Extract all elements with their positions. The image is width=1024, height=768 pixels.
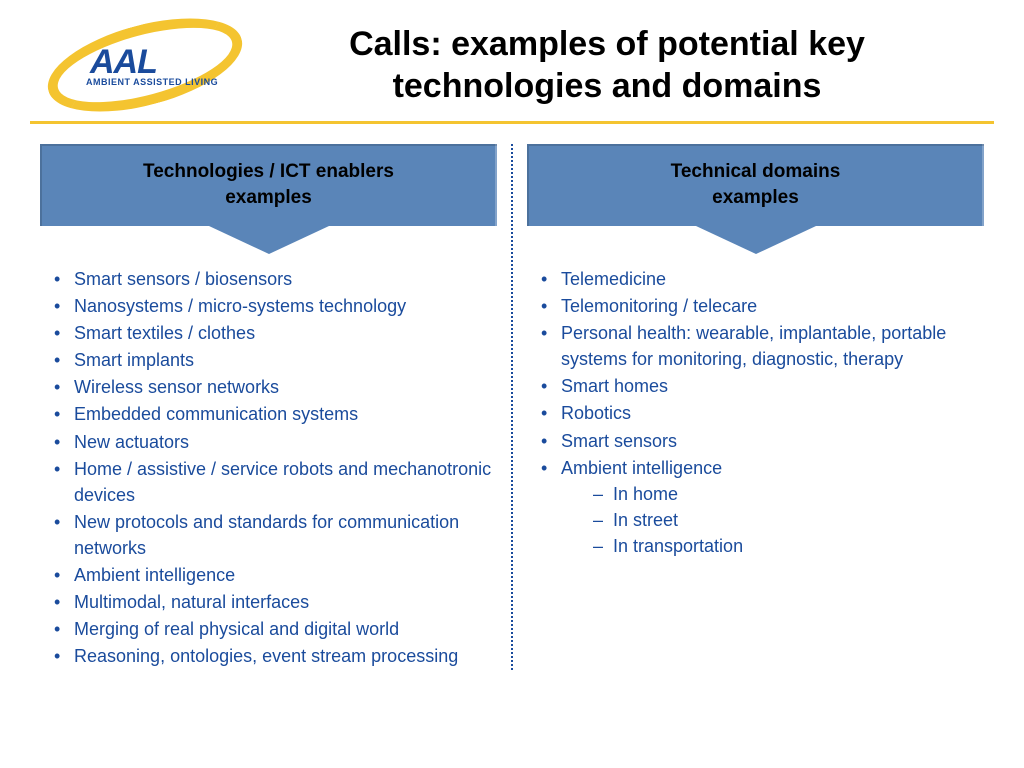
list-item: New actuators: [50, 429, 497, 455]
right-list: TelemedicineTelemonitoring / telecarePer…: [527, 266, 984, 559]
list-item: Smart sensors: [537, 428, 984, 454]
column-divider: [511, 144, 513, 670]
page-title: Calls: examples of potential key technol…: [260, 23, 984, 108]
list-item: Smart homes: [537, 373, 984, 399]
list-item: Telemonitoring / telecare: [537, 293, 984, 319]
list-item: Nanosystems / micro-systems technology: [50, 293, 497, 319]
left-banner: Technologies / ICT enablers examples: [40, 144, 497, 226]
list-item: Telemedicine: [537, 266, 984, 292]
sublist: In homeIn streetIn transportation: [561, 481, 984, 559]
list-item: In transportation: [591, 533, 984, 559]
list-item: Ambient intelligence: [50, 562, 497, 588]
columns: Technologies / ICT enablers examples Sma…: [0, 144, 1024, 670]
logo: AAL AMBIENT ASSISTED LIVING: [40, 15, 260, 115]
list-item: Merging of real physical and digital wor…: [50, 616, 497, 642]
list-item: Smart implants: [50, 347, 497, 373]
list-item: Smart textiles / clothes: [50, 320, 497, 346]
left-column: Technologies / ICT enablers examples Sma…: [30, 144, 507, 670]
list-item: Wireless sensor networks: [50, 374, 497, 400]
list-item: In home: [591, 481, 984, 507]
header: AAL AMBIENT ASSISTED LIVING Calls: examp…: [0, 0, 1024, 115]
list-item: New protocols and standards for communic…: [50, 509, 497, 561]
list-item: Embedded communication systems: [50, 401, 497, 427]
list-item: Robotics: [537, 400, 984, 426]
right-column: Technical domains examples TelemedicineT…: [517, 144, 994, 670]
list-item: Smart sensors / biosensors: [50, 266, 497, 292]
list-item: Reasoning, ontologies, event stream proc…: [50, 643, 497, 669]
right-banner: Technical domains examples: [527, 144, 984, 226]
list-item: Multimodal, natural interfaces: [50, 589, 497, 615]
list-item: In street: [591, 507, 984, 533]
list-item: Ambient intelligenceIn homeIn streetIn t…: [537, 455, 984, 559]
list-item: Personal health: wearable, implantable, …: [537, 320, 984, 372]
logo-tagline: AMBIENT ASSISTED LIVING: [86, 77, 218, 87]
title-divider: [30, 121, 994, 124]
list-item: Home / assistive / service robots and me…: [50, 456, 497, 508]
left-list: Smart sensors / biosensorsNanosystems / …: [40, 266, 497, 669]
